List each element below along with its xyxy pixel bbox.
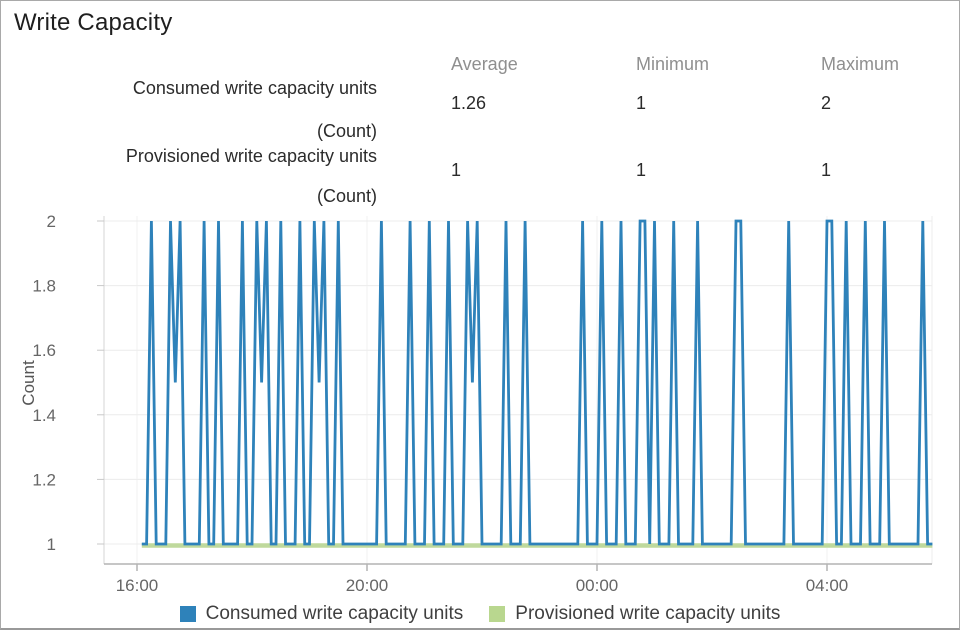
consumed-maximum-value: 2: [821, 93, 832, 113]
stats-col-header-average: Average: [451, 54, 518, 74]
legend-item-consumed[interactable]: Consumed write capacity units: [179, 603, 464, 625]
y-tick-label: 1.4: [32, 406, 56, 425]
chart-legend: Consumed write capacity units Provisione…: [1, 603, 959, 625]
consumed-average-value: 1.26: [451, 93, 487, 113]
legend-label-provisioned: Provisioned write capacity units: [515, 603, 781, 624]
legend-item-provisioned[interactable]: Provisioned write capacity units: [489, 603, 780, 625]
gridlines: [104, 216, 933, 564]
y-tick-label: 1.8: [32, 277, 56, 296]
provisioned-legend-swatch-icon: [489, 606, 506, 622]
row-label-provisioned: Provisioned write capacity units: [125, 146, 377, 166]
consumed-minimum-value: 1: [636, 93, 647, 113]
y-axis-title: Count: [19, 360, 38, 406]
x-tick-label: 16:00: [116, 576, 159, 595]
x-tick-label: 00:00: [576, 576, 619, 595]
y-tick-label: 1.6: [32, 341, 56, 360]
row-unit-provisioned: (Count): [316, 186, 377, 206]
page-title: Write Capacity: [14, 9, 173, 36]
y-tick-label: 1.2: [32, 470, 56, 489]
provisioned-minimum-value: 1: [636, 160, 647, 180]
row-label-consumed: Consumed write capacity units: [132, 78, 377, 98]
legend-label-consumed: Consumed write capacity units: [205, 603, 464, 624]
y-tick-label: 2: [47, 212, 56, 231]
stats-col-header-maximum: Maximum: [821, 54, 900, 74]
axes: [103, 216, 932, 565]
provisioned-average-value: 1: [451, 160, 462, 180]
row-unit-consumed: (Count): [316, 121, 377, 141]
x-tick-label: 04:00: [806, 576, 849, 595]
provisioned-maximum-value: 1: [821, 160, 832, 180]
y-tick-label: 1: [47, 535, 56, 554]
consumed-series-line[interactable]: [141, 219, 933, 546]
stats-col-header-minimum: Minimum: [636, 54, 710, 74]
y-axis: 2 1.8 1.6 1.4 1.2 1: [32, 212, 104, 554]
x-tick-label: 20:00: [346, 576, 389, 595]
consumed-legend-swatch-icon: [179, 606, 196, 622]
x-axis: 16:00 20:00 00:00 04:00: [116, 564, 849, 595]
